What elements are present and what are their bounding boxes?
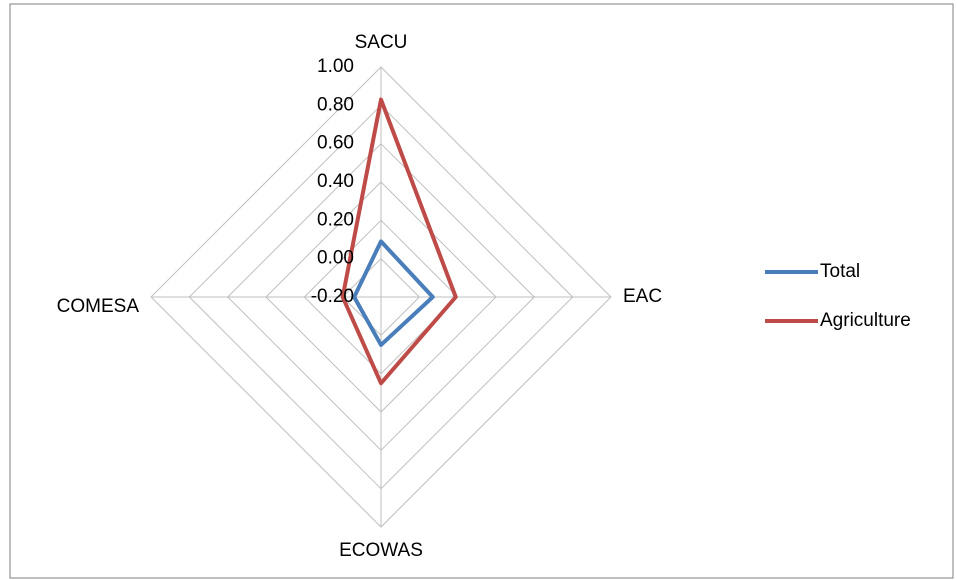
r-tick-label: 0.60 [317, 133, 354, 154]
legend-label: Agriculture [820, 310, 911, 331]
legend-label: Total [820, 261, 860, 282]
chart-border [9, 3, 954, 579]
r-tick-label: 1.00 [317, 56, 354, 77]
category-label: COMESA [57, 296, 140, 317]
r-tick-label: 0.80 [317, 94, 354, 115]
r-tick-label: -0.20 [311, 286, 354, 307]
r-tick-label: 0.20 [317, 209, 354, 230]
category-label: ECOWAS [339, 540, 423, 561]
category-label: EAC [623, 286, 662, 307]
series-line [340, 97, 458, 386]
category-label: SACU [355, 32, 408, 53]
series-line [352, 239, 435, 347]
r-tick-label: 0.40 [317, 171, 354, 192]
r-tick-label: 0.00 [317, 248, 354, 269]
